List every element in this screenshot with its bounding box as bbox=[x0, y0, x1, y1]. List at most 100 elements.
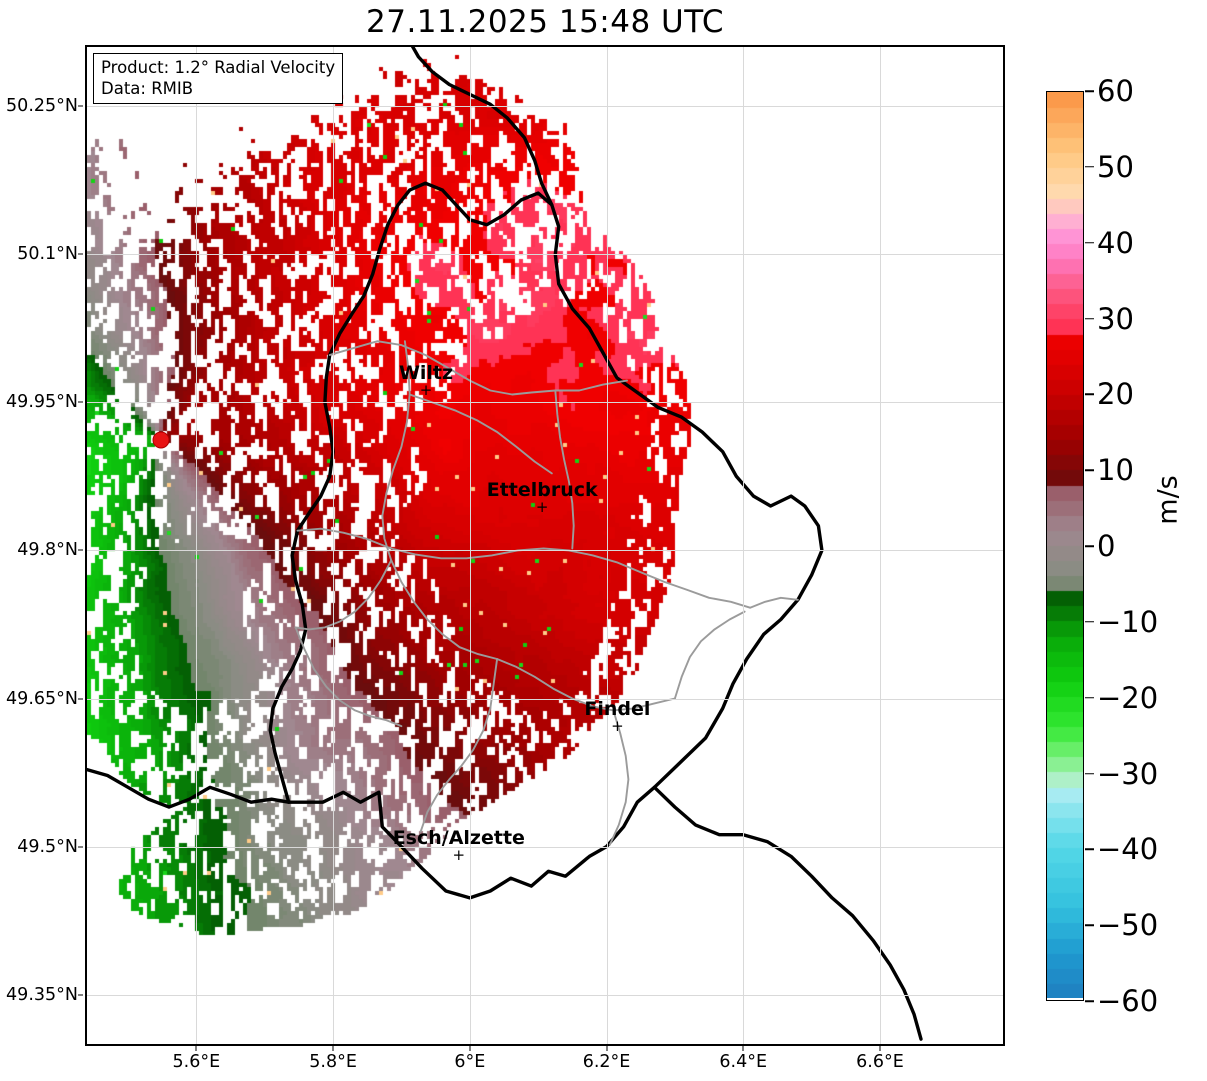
colorbar-tick-label: −50 bbox=[1097, 908, 1159, 943]
colorbar-tick-mark bbox=[1085, 241, 1094, 244]
colorbar-tick-mark bbox=[1085, 621, 1094, 623]
gridline-horizontal bbox=[87, 699, 1003, 700]
radar-site-marker[interactable] bbox=[152, 431, 170, 449]
district-border bbox=[390, 559, 676, 712]
y-axis-tick-label: 49.35°N bbox=[6, 984, 78, 1005]
district-border bbox=[408, 393, 553, 475]
y-axis-tick-label: 50.25°N bbox=[6, 96, 78, 117]
product-label: Product: 1.2° Radial Velocity bbox=[101, 58, 336, 77]
y-axis-tick-label: 50.1°N bbox=[17, 244, 78, 265]
colorbar-tick-mark bbox=[1085, 393, 1094, 396]
colorbar-tick-mark bbox=[1085, 317, 1094, 320]
france-belgium-border bbox=[87, 767, 291, 809]
district-border bbox=[294, 626, 403, 728]
radar-velocity-layer bbox=[87, 47, 1003, 1044]
x-axis-tick-mark bbox=[332, 1046, 334, 1051]
city-label-esch-alzette: Esch/Alzette + bbox=[392, 826, 525, 864]
colorbar-tick-label: −20 bbox=[1097, 680, 1159, 715]
district-border bbox=[608, 709, 630, 846]
colorbar bbox=[1046, 91, 1084, 1001]
colorbar-tick-label: 30 bbox=[1097, 301, 1134, 336]
y-axis-tick-mark bbox=[78, 994, 83, 996]
district-border bbox=[749, 596, 799, 609]
gridline-vertical bbox=[333, 47, 334, 1044]
city-marker-icon: + bbox=[611, 717, 624, 736]
gridline-vertical bbox=[196, 47, 197, 1044]
colorbar-tick-mark bbox=[1085, 469, 1094, 471]
colorbar-tick-label: 50 bbox=[1097, 149, 1134, 184]
city-name: Findel bbox=[584, 698, 651, 721]
y-axis-tick-label: 49.95°N bbox=[6, 392, 78, 413]
city-marker-icon: + bbox=[535, 498, 549, 517]
y-axis-tick-mark bbox=[78, 846, 83, 848]
x-axis-tick-label: 5.6°E bbox=[172, 1052, 221, 1072]
x-axis-tick-mark bbox=[469, 1046, 471, 1051]
colorbar-tick-label: 60 bbox=[1097, 74, 1134, 108]
district-border bbox=[328, 340, 628, 396]
x-axis-tick-label: 6.2°E bbox=[582, 1052, 631, 1072]
gridline-horizontal bbox=[87, 995, 1003, 996]
y-axis-tick-mark bbox=[78, 105, 83, 107]
colorbar-tick-label: −10 bbox=[1097, 604, 1159, 639]
x-axis-tick-mark bbox=[195, 1046, 197, 1051]
city-name: Wiltz bbox=[398, 361, 454, 384]
gridline-horizontal bbox=[87, 402, 1003, 403]
city-marker-icon: + bbox=[419, 380, 433, 399]
colorbar-tick-label: 40 bbox=[1097, 225, 1134, 260]
gridline-horizontal bbox=[87, 106, 1003, 107]
gridline-vertical bbox=[607, 47, 608, 1044]
y-axis-tick-label: 49.65°N bbox=[6, 688, 78, 709]
product-info-box: Product: 1.2° Radial Velocity Data: RMIB bbox=[93, 53, 344, 105]
x-axis-tick-label: 6°E bbox=[454, 1052, 486, 1072]
map-vector-overlay bbox=[87, 47, 923, 1041]
x-axis-tick-mark bbox=[879, 1046, 881, 1051]
y-axis-tick-label: 49.8°N bbox=[17, 540, 78, 561]
district-border bbox=[294, 559, 393, 631]
city-name: Ettelbruck bbox=[486, 479, 598, 502]
colorbar-tick-mark bbox=[1085, 90, 1094, 92]
district-border bbox=[381, 340, 411, 562]
y-axis-tick-mark bbox=[78, 549, 83, 551]
colorbar-gradient bbox=[1047, 92, 1083, 998]
page-title: 27.11.2025 15:48 UTC bbox=[366, 4, 724, 40]
belgium-germany-border bbox=[410, 47, 554, 207]
x-axis-tick-label: 6.6°E bbox=[856, 1052, 904, 1072]
colorbar-unit-label: m/s bbox=[1152, 475, 1184, 525]
gridline-vertical bbox=[880, 47, 881, 1044]
gridline-horizontal bbox=[87, 847, 1003, 848]
colorbar-tick-mark bbox=[1085, 772, 1094, 775]
y-axis-tick-label: 49.5°N bbox=[17, 836, 78, 857]
gridline-vertical bbox=[470, 47, 471, 1044]
colorbar-tick-mark bbox=[1085, 924, 1094, 926]
city-name: Esch/Alzette bbox=[392, 826, 525, 849]
colorbar-tick-label: 20 bbox=[1097, 377, 1134, 412]
colorbar-tick-label: −30 bbox=[1097, 756, 1159, 791]
gridline-horizontal bbox=[87, 550, 1003, 551]
colorbar-tick-label: −60 bbox=[1097, 984, 1159, 1018]
district-border bbox=[554, 389, 575, 550]
data-source-label: Data: RMIB bbox=[101, 79, 194, 99]
colorbar-tick-mark bbox=[1085, 545, 1094, 547]
luxembourg-national-border bbox=[268, 181, 824, 900]
radar-map-panel[interactable]: Product: 1.2° Radial Velocity Data: RMIB… bbox=[85, 45, 1005, 1046]
x-axis-tick-label: 5.8°E bbox=[309, 1052, 357, 1072]
colorbar-tick-mark bbox=[1085, 848, 1094, 851]
x-axis-tick-mark bbox=[606, 1046, 608, 1051]
colorbar-tick-mark bbox=[1085, 696, 1094, 699]
city-label-ettelbruck: Ettelbruck + bbox=[486, 479, 598, 517]
x-axis-tick-mark bbox=[742, 1046, 744, 1051]
colorbar-tick-label: −40 bbox=[1097, 832, 1159, 867]
colorbar-tick-label: 10 bbox=[1097, 453, 1134, 488]
gridline-vertical bbox=[743, 47, 744, 1044]
map-clip bbox=[87, 47, 1003, 1044]
city-label-findel: Findel + bbox=[584, 698, 651, 736]
colorbar-tick-label: 0 bbox=[1097, 529, 1116, 563]
y-axis-tick-mark bbox=[78, 253, 83, 255]
france-germany-border bbox=[652, 785, 923, 1041]
district-border bbox=[673, 610, 746, 700]
colorbar-tick-mark bbox=[1085, 166, 1094, 168]
district-border bbox=[419, 658, 499, 833]
city-marker-icon: + bbox=[452, 845, 466, 864]
x-axis-tick-label: 6.4°E bbox=[719, 1052, 768, 1072]
city-label-wiltz: Wiltz + bbox=[398, 361, 454, 399]
